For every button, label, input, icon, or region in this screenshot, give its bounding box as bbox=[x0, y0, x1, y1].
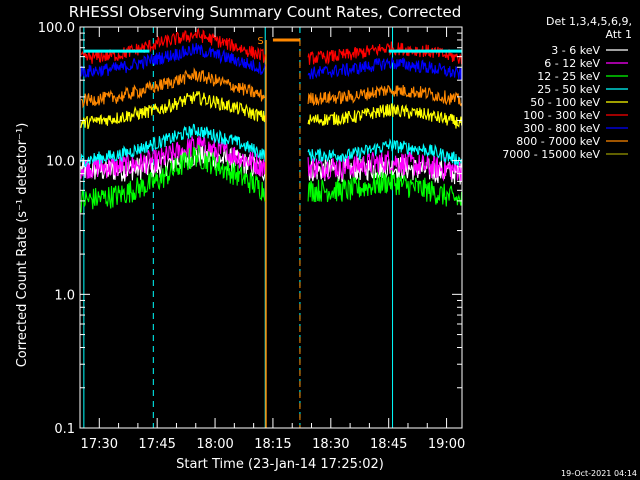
x-tick-label: 17:30 bbox=[81, 437, 118, 452]
plot-overlays: S bbox=[83, 36, 462, 428]
legend-header-2: Att 1 bbox=[606, 28, 632, 41]
legend-label: 25 - 50 keV bbox=[537, 83, 600, 96]
y-tick-label: 100.0 bbox=[38, 21, 75, 36]
series-line-3 bbox=[80, 144, 266, 213]
series-lines bbox=[80, 27, 463, 213]
x-tick-label: 18:00 bbox=[196, 437, 233, 452]
series-line-2 bbox=[80, 136, 266, 180]
series-line-5 bbox=[307, 103, 463, 129]
legend-label: 3 - 6 keV bbox=[551, 44, 600, 57]
x-tick-label: 19:00 bbox=[428, 437, 465, 452]
legend-label: 7000 - 15000 keV bbox=[502, 148, 600, 161]
plot-frame bbox=[79, 26, 463, 429]
legend-header-1: Det 1,3,4,5,6,9, bbox=[546, 15, 632, 28]
series-line-7 bbox=[80, 43, 266, 78]
x-tick-label: 18:30 bbox=[312, 437, 349, 452]
eclipse-markers bbox=[83, 27, 463, 428]
series-line-5 bbox=[80, 91, 266, 130]
series-line-7 bbox=[307, 57, 463, 80]
x-tick-label: 18:45 bbox=[370, 437, 407, 452]
series-line-4 bbox=[307, 138, 463, 166]
series-line-3 bbox=[307, 169, 463, 207]
series-line-2 bbox=[307, 150, 463, 182]
chart-title: RHESSI Observing Summary Count Rates, Co… bbox=[69, 3, 462, 21]
series-line-6 bbox=[307, 41, 463, 66]
x-tick-label: 18:15 bbox=[254, 437, 291, 452]
legend-label: 300 - 800 keV bbox=[523, 122, 600, 135]
series-line-4 bbox=[80, 123, 266, 168]
legend-label: 6 - 12 keV bbox=[544, 57, 600, 70]
series-line-6 bbox=[80, 27, 266, 64]
y-tick-label: 1.0 bbox=[54, 288, 75, 303]
legend-label: 100 - 300 keV bbox=[523, 109, 600, 122]
axes: 0.1 1.0 10.0 100.0 17:30 17:45 18:00 18:15 18:30… bbox=[38, 21, 466, 452]
legend-label: 800 - 7000 keV bbox=[516, 135, 600, 148]
legend-label: 12 - 25 keV bbox=[537, 70, 600, 83]
saa-annotation: S bbox=[257, 36, 263, 47]
y-axis-label: Corrected Count Rate (s⁻¹ detector⁻¹) bbox=[15, 123, 30, 368]
y-tick-label: 0.1 bbox=[54, 422, 75, 437]
series-line-8 bbox=[307, 84, 463, 107]
x-axis-label: Start Time (23-Jan-14 17:25:02) bbox=[176, 457, 384, 472]
x-tick-label: 17:45 bbox=[138, 437, 175, 452]
legend-label: 50 - 100 keV bbox=[530, 96, 600, 109]
footer-date: 19-Oct-2021 04:14 bbox=[561, 469, 637, 478]
series-line-8 bbox=[80, 67, 266, 109]
y-tick-label: 10.0 bbox=[46, 155, 75, 170]
